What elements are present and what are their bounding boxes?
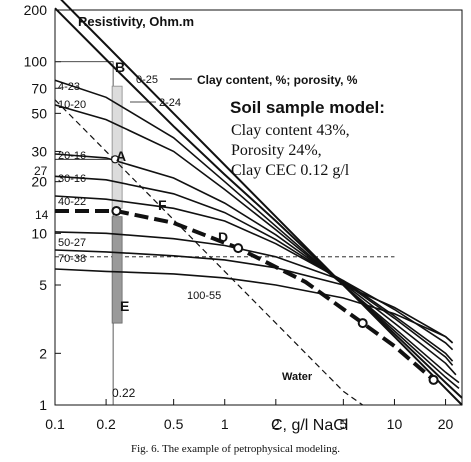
x-tick-label: 5 [339,416,347,432]
annotation-27: 27 [34,164,48,178]
series-line-10-20 [54,104,460,384]
x-axis-label: C, g/l NaCl [271,417,348,434]
y-tick-label: 5 [39,277,47,293]
y-tick-label: 50 [31,105,47,121]
dark-bar [111,216,123,324]
model-point [233,243,244,254]
series-label-20-16: 20-16 [58,150,86,162]
x-tick-label: 0.5 [164,416,184,432]
series-line-2-24 [54,7,463,399]
y-tick-label: 30 [31,143,47,159]
x-tick-label: 1 [221,416,229,432]
x-tick-label: 2 [272,416,280,432]
series-line-4-23 [54,79,460,390]
series-line-100-55 [54,268,454,344]
x-tick-label: 10 [387,416,403,432]
x-tick-label: 0.1 [45,416,65,432]
series-label-50-27: 50-27 [58,237,86,249]
model-point [111,205,122,216]
y-tick-label: 100 [24,54,48,70]
y-tick-label: 10 [31,225,47,241]
model-line: Porosity 24%, [231,142,322,159]
y-axis-label: Resistivity, Ohm.m [78,14,194,29]
plot-frame [54,9,463,406]
series-label-10-20: 10-20 [58,99,86,111]
annotation-d: D [218,229,228,245]
model-point [357,318,368,329]
annotation-a: A [116,148,126,164]
series-line-0-25 [60,0,463,406]
annotation-f: F [158,197,167,213]
series-label-100-55: 100-55 [187,290,221,302]
x-tick-label: 0.2 [96,416,116,432]
point-a-marker [111,155,120,164]
model-line: Clay content 43%, [231,122,350,139]
series-label-40-22: 40-22 [58,196,86,208]
series-label-70-38: 70-38 [58,253,86,265]
annotation-e: E [120,298,129,314]
series-line-40-22 [54,195,454,362]
series-line-20-16 [54,153,457,376]
figure-caption: Fig. 6. The example of petrophysical mod… [130,443,341,455]
annotation-0-22: 0.22 [112,386,136,400]
legend-text: Clay content, %; porosity, % [197,73,358,87]
annotation-14: 14 [35,208,49,222]
y-tick-label: 200 [24,2,48,18]
series-label-30-16: 30-16 [58,173,86,185]
model-point [428,374,439,385]
model-line: Clay CEC 0.12 g/l [231,162,350,179]
y-tick-label: 70 [31,80,47,96]
series-line-Water [54,99,364,406]
model-curve-line [55,209,435,382]
series-line-50-27 [54,231,454,351]
series-label-water: Water [282,371,313,383]
series-line-30-16 [54,175,454,366]
model-title: Soil sample model: [230,98,385,117]
legend-sample-label: 0-25 [136,74,158,86]
annotation-b: B [115,59,125,75]
series-label-4-23: 4-23 [58,81,80,93]
series-label-2-24: 2-24 [159,97,181,109]
y-tick-label: 1 [39,397,47,413]
y-tick-label: 2 [39,345,47,361]
x-tick-label: 20 [438,416,454,432]
y-tick-label: 20 [31,174,47,190]
